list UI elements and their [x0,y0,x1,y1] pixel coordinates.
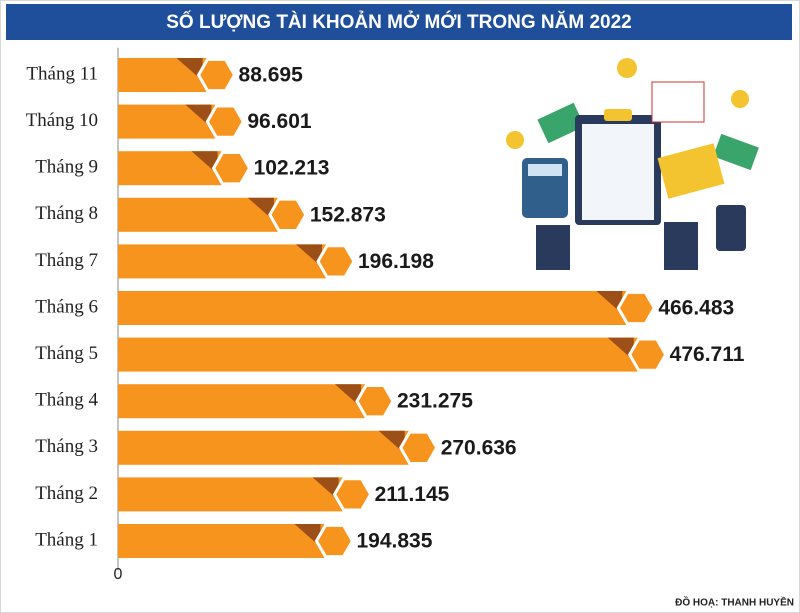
envelope [657,143,725,199]
value-label: 476.711 [670,343,745,366]
category-label: Tháng 5 [35,343,98,364]
category-label: Tháng 11 [26,63,98,84]
coin [731,90,749,108]
banknote [713,133,759,171]
category-label: Tháng 3 [35,436,98,457]
value-label: 152.873 [310,203,386,226]
x-tick-label: 0 [114,566,123,583]
bar-shadow [295,244,322,268]
value-label: 88.695 [239,64,304,87]
bar-end-hexagon [268,197,308,232]
value-label: 96.601 [247,110,312,133]
bar [118,244,336,279]
banknote [537,102,585,144]
category-label: Tháng 10 [26,110,98,131]
bar-shadow [176,58,203,81]
bar-end-hexagon [627,337,668,372]
bar-shadow [191,151,218,175]
phone [716,205,746,251]
sleeve [664,222,698,270]
coin [506,131,524,149]
bar-end-hexagon [332,477,373,512]
bar [118,291,637,325]
title-bar [6,4,792,40]
value-label: 466.483 [658,297,734,320]
bar-shadow [294,524,321,547]
bar-shadow [378,430,405,454]
clipboard-clip [604,109,632,121]
bar-shadow [596,291,623,314]
calculator-screen [528,164,562,176]
bar-end-hexagon [196,57,237,93]
bar [118,384,375,419]
illustration [506,58,759,270]
bar-shadow [312,477,339,501]
bar [118,477,353,512]
bar [118,430,419,465]
value-label: 102.213 [254,157,330,180]
bar-end-hexagon [355,384,395,419]
category-label: Tháng 2 [35,483,98,504]
value-label: 211.145 [375,483,450,506]
value-label: 231.275 [397,390,473,413]
bar [118,337,648,372]
category-label: Tháng 1 [35,529,98,550]
bar-shadow [185,104,212,128]
value-label: 270.636 [441,436,517,459]
bar-shadow [334,384,361,408]
bar-shadow [607,337,634,361]
plot-area: 0 Tháng 11 88.695 Tháng 10 96.601 Tháng 9 102.… [26,47,745,583]
bar-end-hexagon [616,290,657,326]
clipboard-paper [582,124,654,220]
chart-title: SỐ LƯỢNG TÀI KHOẢN MỞ MỚI TRONG NĂM 2022 [166,11,632,33]
category-label: Tháng 7 [35,250,98,271]
chart-paper [651,81,705,123]
bar-end-hexagon [316,244,356,279]
bar [118,524,335,558]
bar-shadow [247,197,274,221]
category-label: Tháng 8 [35,203,98,224]
bar-end-hexagon [398,430,439,465]
bar-end-hexagon [314,523,355,559]
category-label: Tháng 9 [35,157,98,178]
value-label: 196.198 [358,250,434,273]
value-label: 194.835 [356,530,432,553]
credit: ĐỒ HOẠ: THANH HUYỀN [675,596,794,609]
coin [617,58,637,78]
bar-end-hexagon [205,104,246,139]
sleeve [536,225,570,270]
category-label: Tháng 6 [35,296,98,317]
bar-end-hexagon [211,151,252,186]
category-label: Tháng 4 [35,390,98,411]
